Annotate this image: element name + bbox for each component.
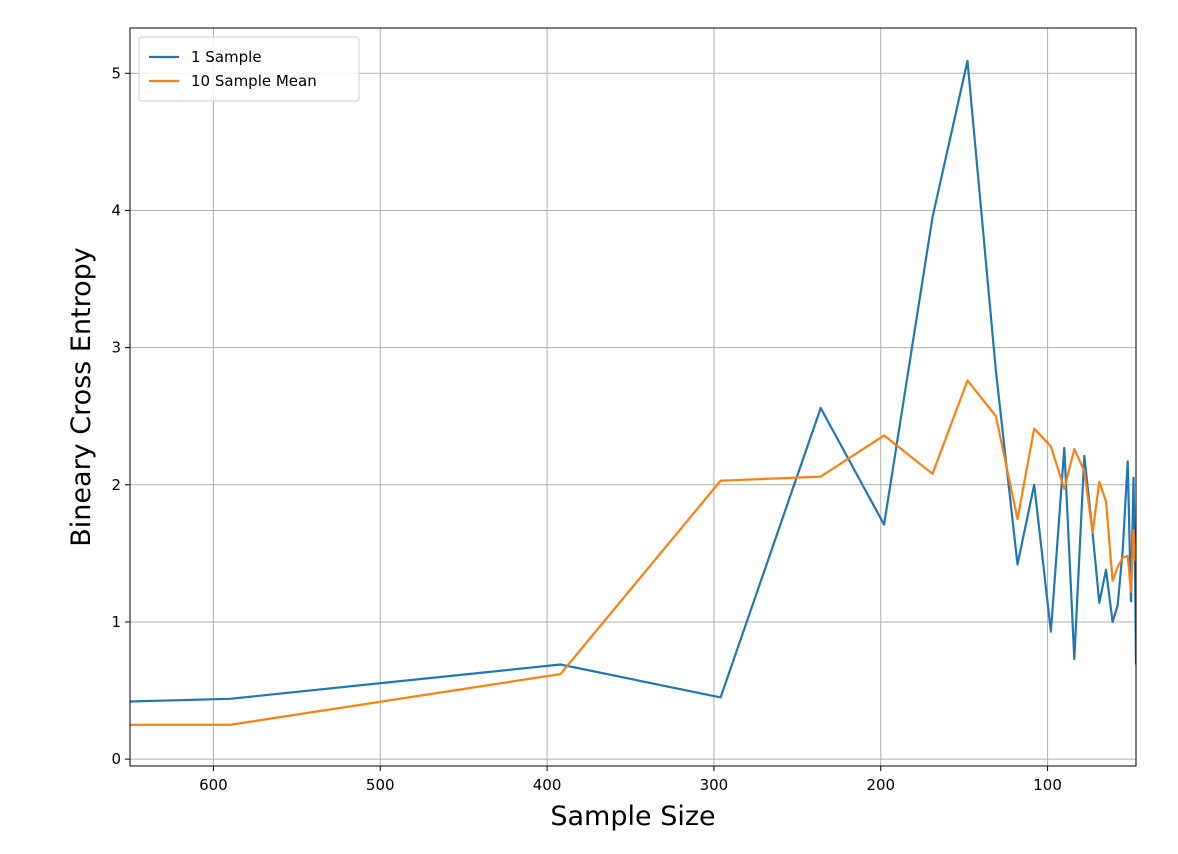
legend-box xyxy=(138,36,360,102)
legend-label: 1 Sample xyxy=(191,48,262,66)
y-tick-label: 1 xyxy=(111,613,121,631)
y-tick-label: 3 xyxy=(111,339,121,357)
y-tick-label: 2 xyxy=(111,476,121,494)
series-line-1 xyxy=(130,59,1136,703)
x-tick-label: 100 xyxy=(1033,776,1062,794)
x-tick-label: 200 xyxy=(866,776,895,794)
series-line-2 xyxy=(130,379,1136,726)
x-tick-label: 300 xyxy=(700,776,729,794)
x-tick-label: 600 xyxy=(199,776,228,794)
y-tick-label: 4 xyxy=(111,201,121,219)
grid-lines xyxy=(130,28,1136,766)
legend: 1 Sample 10 Sample Mean xyxy=(138,36,360,102)
legend-label: 10 Sample Mean xyxy=(191,72,317,90)
axis-ticks: 600 500 400 300 200 100 0 1 2 3 4 5 xyxy=(111,64,1061,794)
x-tick-label: 400 xyxy=(533,776,562,794)
x-axis-title: Sample Size xyxy=(550,801,715,832)
plot-series xyxy=(130,59,1136,726)
y-axis-title: Bineary Cross Entropy xyxy=(66,247,97,546)
y-tick-label: 0 xyxy=(111,750,121,768)
y-tick-label: 5 xyxy=(111,64,121,82)
plot-frame xyxy=(129,27,1137,767)
x-tick-label: 500 xyxy=(366,776,395,794)
